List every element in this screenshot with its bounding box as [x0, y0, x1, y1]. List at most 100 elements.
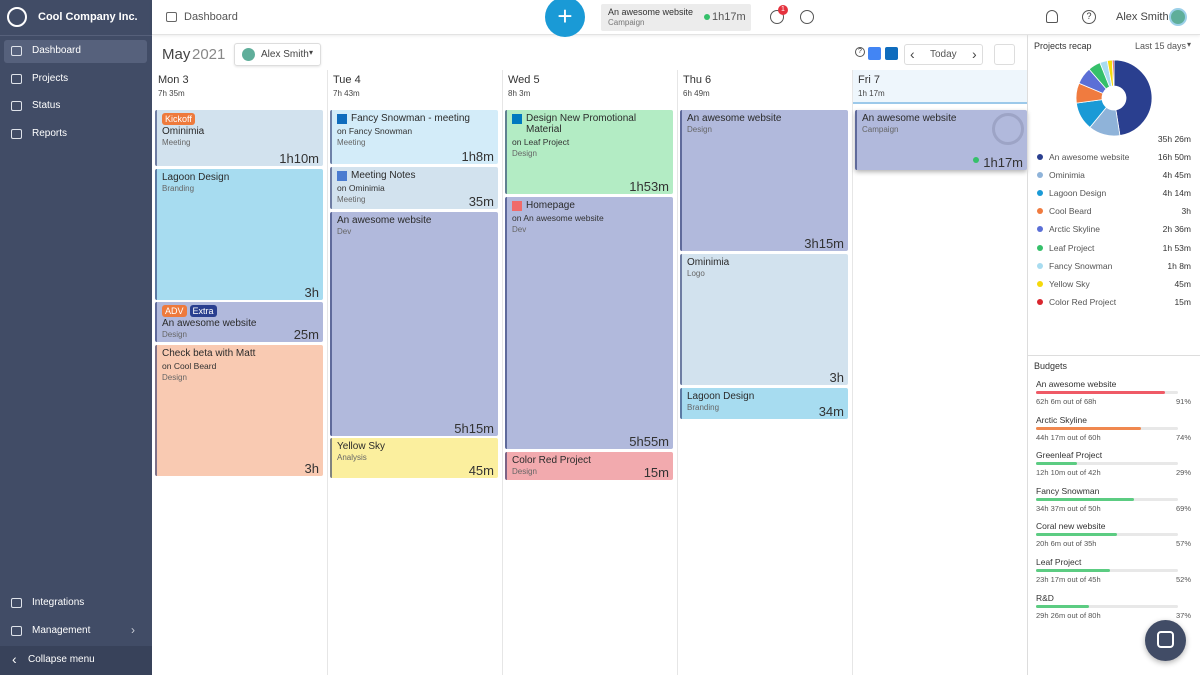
budget-fill [1036, 462, 1078, 466]
event-duration: 34m [818, 404, 844, 419]
nav-item[interactable]: Dashboard [4, 40, 147, 63]
budget-name: Fancy Snowman [1036, 485, 1100, 496]
event-tag: Logo [687, 269, 705, 278]
nav-icon [11, 101, 22, 111]
event[interactable]: Meeting Notes on Ominimia Meeting 35m [330, 167, 498, 209]
date-picker[interactable] [994, 44, 1015, 65]
event[interactable]: Homepage on An awesome website Dev 5h55m [505, 197, 673, 449]
timesheet-icon[interactable] [770, 10, 784, 24]
help-icon[interactable]: ? [1082, 10, 1096, 24]
topbar: Dashboard + An awesome website Campaign 1h17… [152, 0, 1200, 37]
event-tag: Design [162, 330, 187, 339]
budget-detail: 44h 17m out of 60h [1036, 432, 1101, 442]
user-name[interactable]: Alex Smith [1116, 11, 1169, 23]
event-tag: Meeting [337, 138, 366, 147]
legend-dot [1037, 262, 1043, 269]
nav-item[interactable]: Status [4, 95, 147, 118]
day-total: 7h 35m [158, 89, 185, 98]
event-duration: 3h [829, 370, 844, 385]
pie-slice [1113, 59, 1153, 136]
event-tag: Design [512, 467, 537, 476]
event[interactable]: Lagoon Design Branding 3h [155, 169, 323, 300]
event-title: Yellow Sky [337, 441, 385, 452]
event-title: Color Red Project [512, 455, 591, 466]
column-divider [677, 70, 678, 675]
event[interactable]: An awesome website Campaign 1h17m [855, 110, 1027, 170]
event[interactable]: Lagoon Design Branding 34m [680, 388, 848, 419]
day-total: 8h 3m [508, 89, 531, 98]
event-title: An awesome website [162, 318, 257, 329]
column-divider [502, 70, 503, 675]
event[interactable]: Color Red Project Design 15m [505, 452, 673, 480]
nav-icon [11, 73, 22, 84]
event[interactable]: Fancy Snowman - meeting on Fancy Snowman M… [330, 110, 498, 164]
event[interactable]: Kickoff Ominimia Meeting 1h10m [155, 110, 323, 166]
event[interactable]: Check beta with Matt on Cool Beard Design 3… [155, 345, 323, 476]
event[interactable]: Design New Promotional Material on Leaf P… [505, 110, 673, 194]
event-tag: Design [512, 149, 537, 158]
date-nav: ‹ Today › [904, 44, 983, 65]
nav-label: Management [32, 625, 91, 636]
pie-chart [1075, 59, 1153, 137]
legend-value: 4h 45m [1162, 170, 1191, 181]
event-title: An awesome website [687, 113, 782, 124]
legend-dot [1037, 208, 1043, 215]
event[interactable]: Ominimia Logo 3h [680, 254, 848, 385]
event-duration: 5h15m [454, 421, 494, 436]
prev[interactable]: ‹ [910, 46, 915, 62]
nav-item[interactable]: ‹ Collapse menu [0, 646, 152, 675]
event-project: on An awesome website [512, 213, 604, 223]
legend-dot [1037, 154, 1043, 160]
event-title: Check beta with Matt [162, 348, 256, 359]
today-button[interactable]: Today [930, 49, 957, 60]
event-tag: Design [687, 125, 712, 134]
legend-name: Fancy Snowman [1049, 260, 1113, 271]
legend-name: Cool Beard [1049, 206, 1092, 217]
outlook[interactable] [885, 47, 898, 60]
day-label: Thu 6 [683, 74, 712, 86]
budget-detail: 23h 17m out of 45h [1036, 575, 1101, 584]
nav-item[interactable]: Integrations [4, 592, 147, 615]
day-label: Mon 3 [158, 74, 189, 86]
next[interactable]: › [972, 46, 977, 62]
budget-percent: 69% [1175, 503, 1191, 513]
timer-elapsed: 1h17m [712, 11, 746, 23]
day-label: Fri 7 [858, 74, 880, 86]
nav-label: Dashboard [32, 45, 81, 56]
running-timer[interactable]: An awesome website Campaign 1h17m [601, 4, 751, 31]
google-calendar[interactable] [868, 47, 881, 60]
today-header [852, 70, 1027, 104]
legend-name: Arctic Skyline [1049, 224, 1101, 235]
budget-name: Leaf Project [1036, 557, 1082, 567]
bell-icon[interactable] [1046, 10, 1058, 23]
help-icon[interactable]: ? [855, 47, 865, 57]
nav-label: Reports [32, 127, 68, 139]
budget-detail: 20h 6m out of 35h [1036, 539, 1097, 549]
budget-percent: 91% [1175, 397, 1191, 406]
nav-item[interactable]: Reports [4, 123, 147, 146]
nav-item[interactable]: Management › [4, 620, 147, 643]
event-tag: Meeting [162, 138, 191, 147]
recap-period[interactable]: Last 15 days [1135, 41, 1187, 51]
approvals-icon[interactable] [800, 10, 814, 24]
budget-detail: 62h 6m out of 68h [1036, 397, 1097, 406]
legend-dot [1037, 190, 1043, 197]
budget-fill [1036, 497, 1134, 501]
event[interactable]: An awesome website Dev 5h15m [330, 212, 498, 436]
badge: Extra [189, 305, 217, 317]
badge: ADV [162, 305, 187, 317]
chat-button[interactable] [1145, 620, 1186, 661]
event[interactable]: An awesome website Design 3h15m [680, 110, 848, 251]
avatar [1169, 8, 1187, 26]
budget-name: An awesome website [1036, 379, 1117, 389]
event-tag: Campaign [862, 125, 899, 134]
event-duration: 1h8m [461, 149, 494, 164]
legend-name: Lagoon Design [1049, 188, 1107, 199]
event[interactable]: ADV Extra An awesome website Design 25m [155, 302, 323, 342]
pie-slice [1111, 59, 1115, 87]
event-duration: 3h [304, 285, 319, 300]
user-select[interactable]: Alex Smith ▾ [234, 43, 321, 66]
nav-item[interactable]: Projects [4, 68, 147, 91]
event[interactable]: Yellow Sky Analysis 45m [330, 438, 498, 478]
add-button[interactable]: + [545, 0, 585, 37]
